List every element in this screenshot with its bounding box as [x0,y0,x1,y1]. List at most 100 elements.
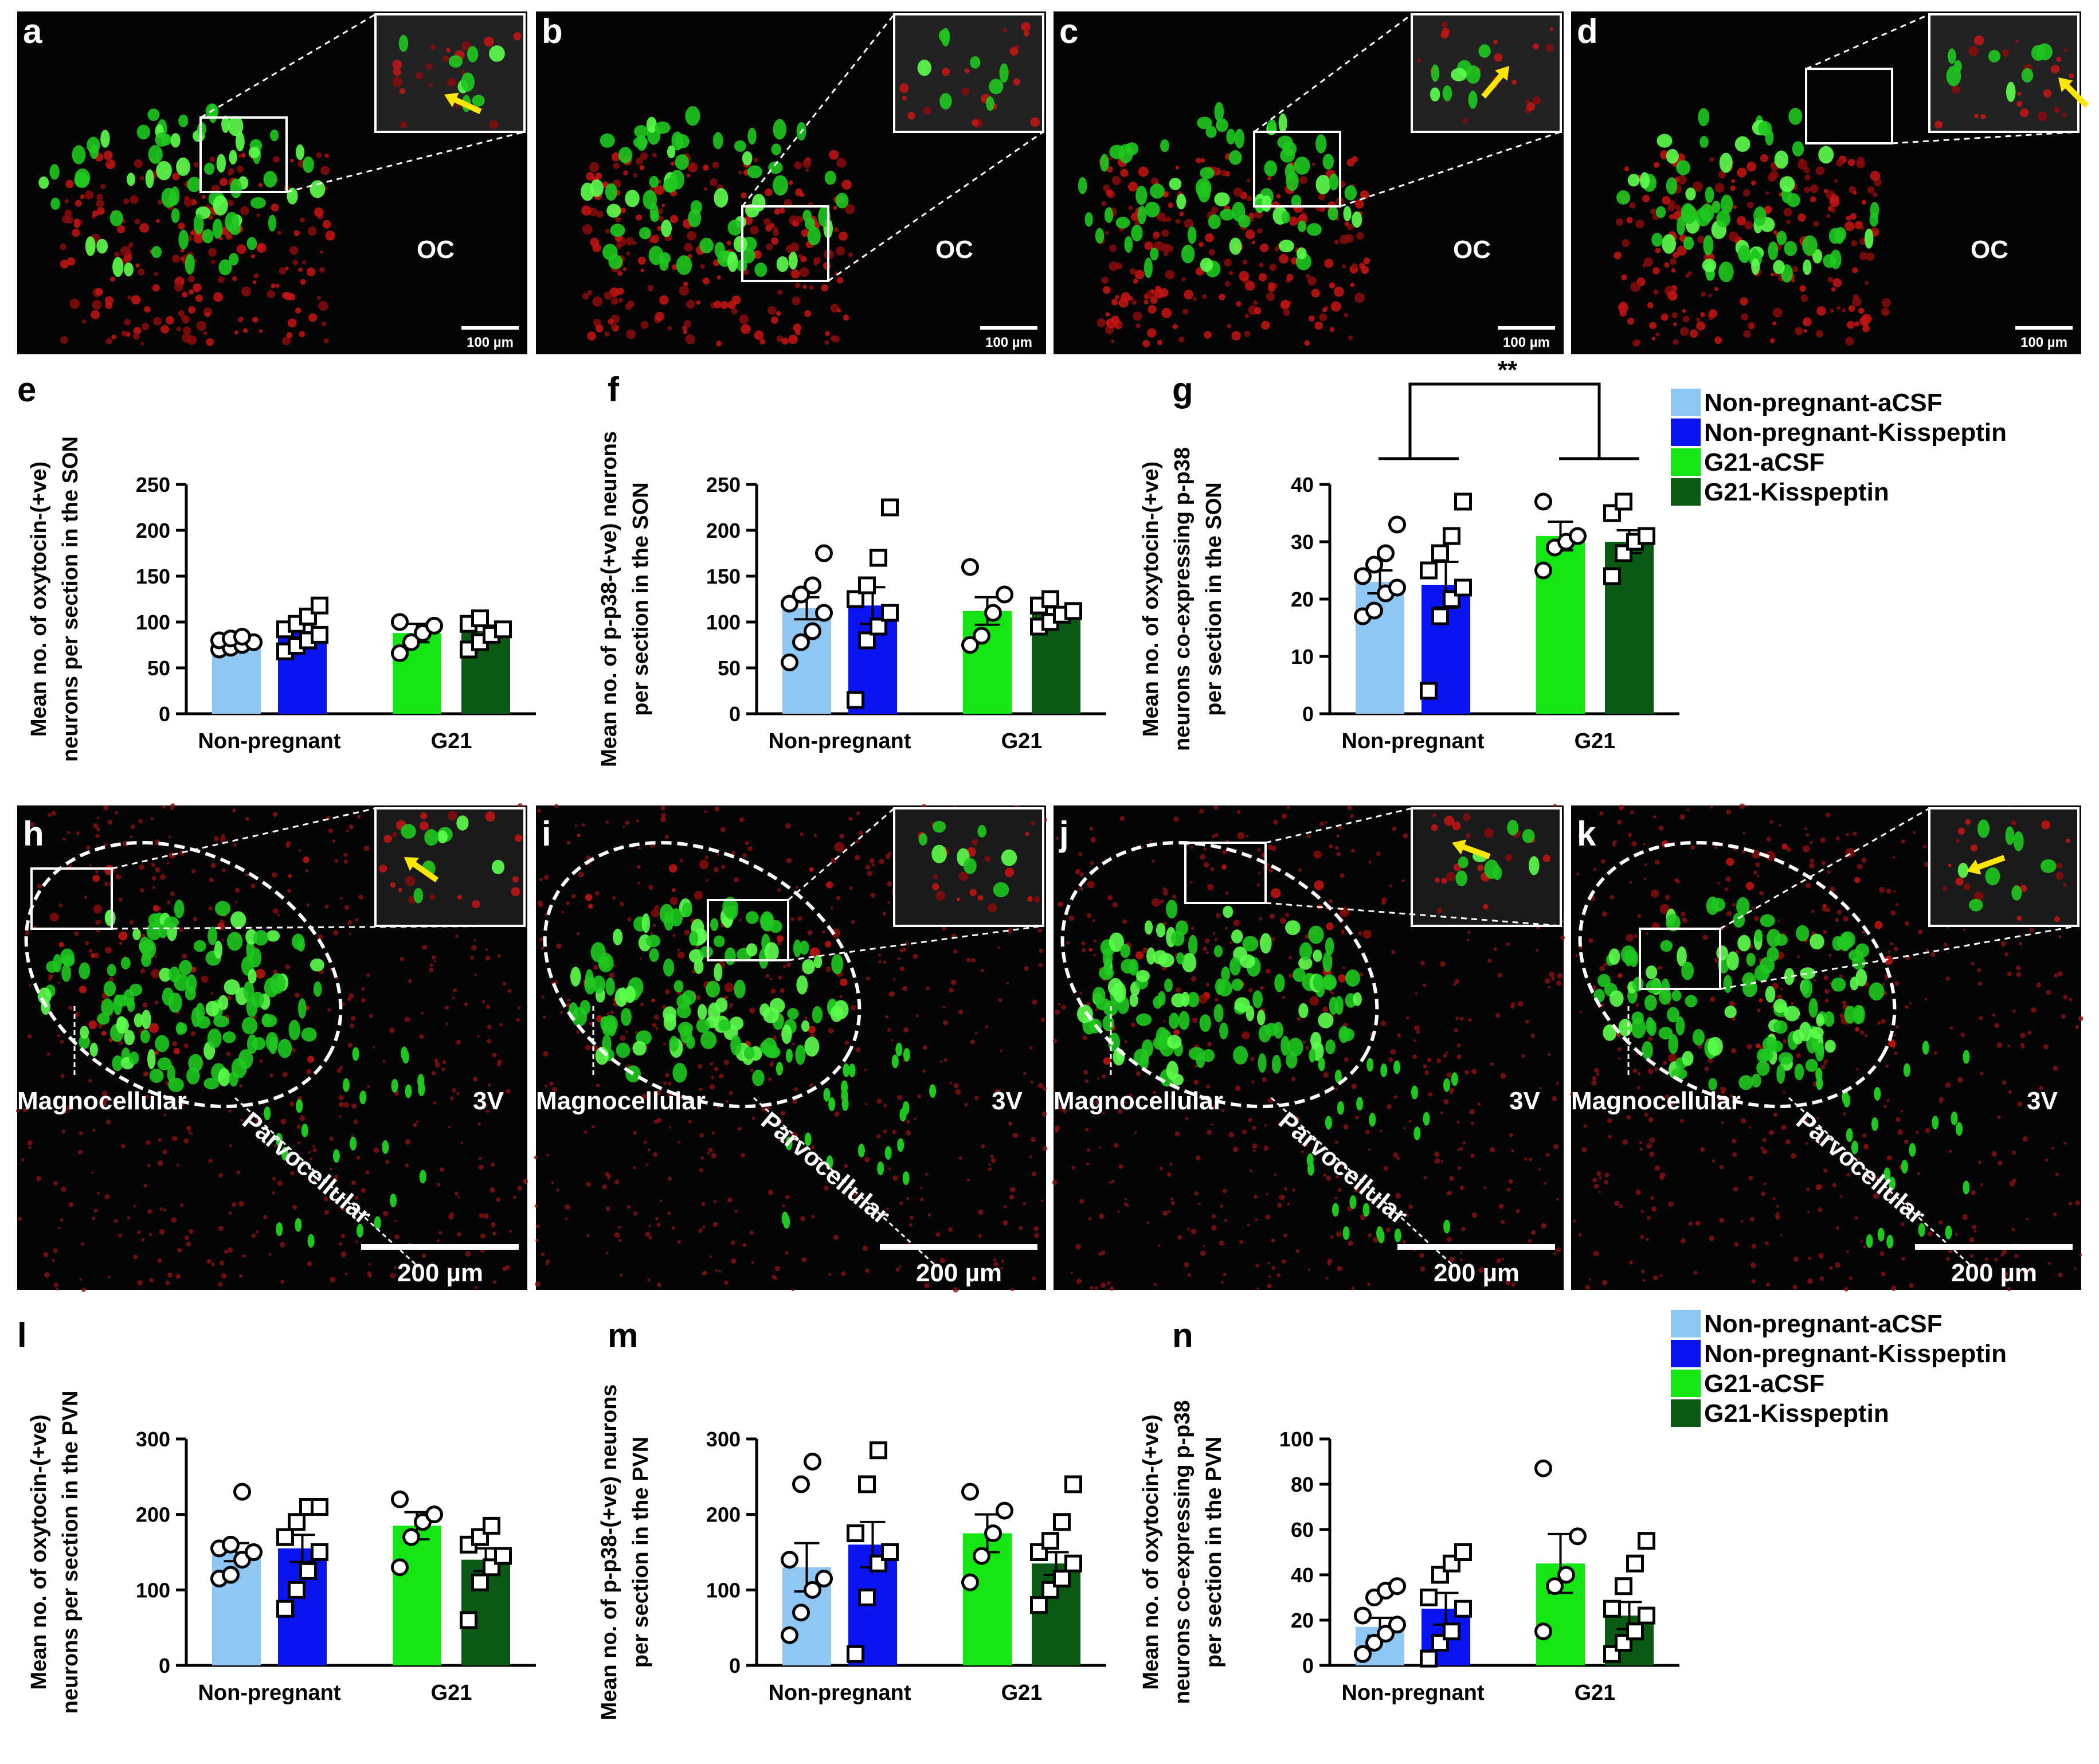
red-signal [60,336,68,344]
red-signal [272,811,278,817]
red-signal [1612,840,1617,845]
red-signal [209,157,216,162]
green-cell [1753,206,1767,226]
red-signal [1980,114,1986,120]
red-signal [1556,1198,1559,1201]
red-signal [1640,1210,1644,1213]
third-ventricle-label: 3V [2027,1087,2058,1115]
red-signal [1532,96,1541,105]
red-signal [220,836,226,842]
red-signal [1356,232,1364,240]
red-signal [774,208,781,215]
red-signal [703,187,708,191]
red-signal [394,1220,397,1223]
red-signal [1239,271,1250,281]
red-signal [731,1241,735,1245]
red-signal [1117,1109,1123,1114]
green-cell [1318,1012,1334,1028]
red-signal [878,953,882,957]
panel-letter: a [23,12,42,50]
red-signal [1726,858,1734,866]
red-signal [2063,48,2067,52]
red-signal [1235,1085,1241,1091]
red-signal [2007,1287,2011,1292]
green-cell [295,1218,302,1232]
panel-letter: n [1172,1316,1193,1355]
red-signal [221,1273,227,1279]
red-signal [22,1108,28,1113]
red-signal [1785,1139,1791,1145]
red-signal [1443,1099,1449,1105]
red-signal [1897,1129,1904,1136]
green-cell [1776,1064,1785,1084]
green-cell [2011,885,2022,901]
red-signal [1250,1057,1255,1061]
red-signal [1175,987,1181,993]
red-signal [460,1141,463,1144]
red-signal [339,1242,343,1246]
red-signal [434,1062,440,1068]
red-signal [1697,236,1705,244]
data-point [984,1524,1002,1543]
red-signal [297,1141,301,1145]
green-cell [795,1045,806,1065]
red-signal [1635,220,1644,229]
red-signal [461,41,471,50]
y-axis-label: Mean no. of oxytocin-(+ve) [27,461,51,737]
green-cell [600,133,615,148]
red-signal [419,1034,424,1039]
green-cell [1430,87,1440,101]
red-signal [1130,212,1139,221]
red-signal [1686,808,1690,812]
red-signal [416,1120,419,1124]
red-signal [726,1100,729,1103]
red-signal [233,843,237,847]
red-signal [1098,1146,1101,1149]
red-signal [292,260,299,265]
red-signal [113,1219,118,1223]
red-signal [703,1270,707,1275]
red-signal [770,316,778,324]
red-signal [1909,1002,1912,1005]
arrow-icon [1481,66,1509,99]
red-signal [1753,916,1760,921]
red-signal [1526,101,1536,111]
green-cell [1188,1047,1205,1061]
green-cell [1313,974,1324,991]
red-signal [75,200,82,207]
red-signal [1816,1139,1821,1144]
red-signal [1090,1286,1094,1289]
red-signal [1423,1064,1427,1069]
red-signal [1459,1251,1463,1254]
red-signal [121,330,128,337]
data-point [804,1453,821,1470]
green-cell [1353,992,1362,1006]
green-cell [759,1003,770,1017]
red-signal [58,1226,61,1230]
green-cell [80,1026,89,1039]
red-signal [2054,916,2060,922]
red-signal [1162,1210,1168,1216]
red-signal [1019,1226,1023,1230]
red-signal [637,256,646,265]
red-signal [85,941,89,945]
red-signal [582,224,593,234]
red-signal [478,1156,482,1160]
red-signal [1111,175,1121,185]
red-signal [843,314,849,321]
red-signal [93,904,102,914]
red-signal [1714,845,1718,849]
data-point [1615,492,1632,511]
zoom-box [707,899,789,961]
red-signal [699,1088,703,1092]
red-signal [1846,1250,1849,1253]
red-signal [1756,875,1760,878]
red-signal [981,1144,985,1149]
red-signal [293,230,300,236]
red-signal [687,230,696,241]
data-point [1388,515,1406,534]
data-point [1365,1634,1383,1652]
green-cell [1197,116,1212,130]
red-signal [1247,1223,1250,1227]
green-cell [100,130,110,148]
